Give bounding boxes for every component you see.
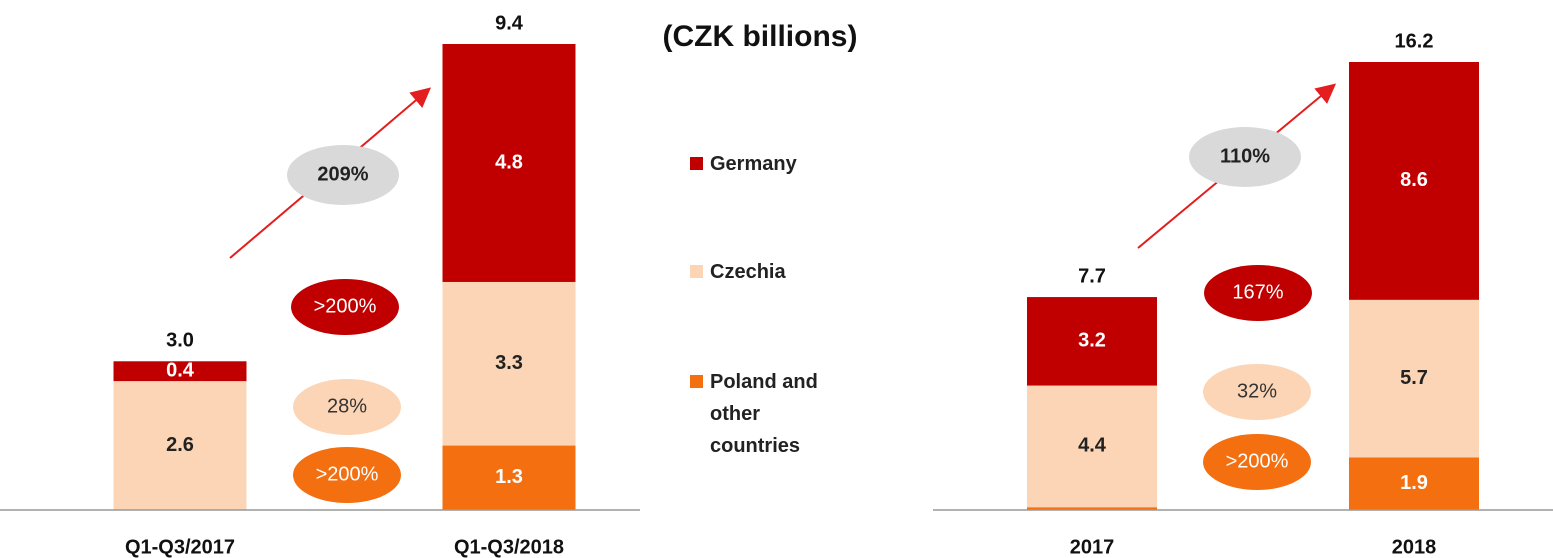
- total-label: 9.4: [495, 12, 524, 34]
- growth-label: 209%: [317, 163, 368, 185]
- growth-bubble: [287, 145, 399, 205]
- bar-segment: [113, 381, 247, 510]
- data-label: 1.3: [495, 466, 523, 488]
- series-growth-bubble: [293, 379, 401, 435]
- chart-subtitle: (CZK billions): [663, 20, 858, 53]
- data-label: 8.6: [1400, 169, 1428, 191]
- data-label: 0.4: [166, 359, 195, 381]
- data-label: 4.8: [495, 151, 523, 173]
- bar-segment: [1349, 62, 1479, 300]
- x-tick-label: Q1-Q3/2018: [454, 536, 564, 558]
- data-label: 2.6: [166, 434, 194, 456]
- series-growth-label: >200%: [1226, 450, 1289, 472]
- legend-swatch: [690, 265, 703, 278]
- series-growth-bubble: [1203, 364, 1311, 420]
- total-label: 3.0: [166, 330, 194, 352]
- legend-swatch: [690, 157, 703, 170]
- legend-swatch: [690, 375, 703, 388]
- series-growth-label: 32%: [1237, 380, 1277, 402]
- data-label: 1.9: [1400, 472, 1428, 494]
- bar-segment: [113, 361, 247, 382]
- bar-segment: [442, 281, 576, 446]
- bar-segment: [442, 445, 576, 510]
- series-growth-bubble: [291, 279, 399, 335]
- x-tick-label: 2017: [1070, 536, 1115, 558]
- legend-label: Czechia: [710, 261, 786, 283]
- series-growth-label: 28%: [327, 395, 367, 417]
- series-growth-label: >200%: [314, 295, 377, 317]
- series-growth-label: >200%: [316, 463, 379, 485]
- bar-segment: [1027, 297, 1157, 386]
- data-label: 3.3: [495, 352, 523, 374]
- series-growth-bubble: [1204, 265, 1312, 321]
- growth-bubble: [1189, 127, 1301, 187]
- bar-segment: [1027, 507, 1157, 510]
- growth-label: 110%: [1220, 145, 1270, 167]
- legend-label: Germany: [710, 153, 797, 175]
- series-growth-bubble: [293, 447, 401, 503]
- x-tick-label: Q1-Q3/2017: [125, 536, 235, 558]
- x-tick-label: 2018: [1392, 536, 1437, 558]
- data-label: 5.7: [1400, 367, 1428, 389]
- data-label: 3.2: [1078, 330, 1106, 352]
- legend-label: Poland and other countries: [710, 371, 818, 457]
- bar-segment: [1349, 299, 1479, 458]
- series-growth-bubble: [1203, 434, 1311, 490]
- bar-segment: [1027, 385, 1157, 508]
- bar-segment: [1349, 457, 1479, 510]
- data-label: 4.4: [1078, 435, 1107, 457]
- series-growth-label: 167%: [1232, 281, 1283, 303]
- bar-segment: [442, 44, 576, 282]
- total-label: 16.2: [1395, 30, 1434, 52]
- total-label: 7.7: [1078, 265, 1106, 287]
